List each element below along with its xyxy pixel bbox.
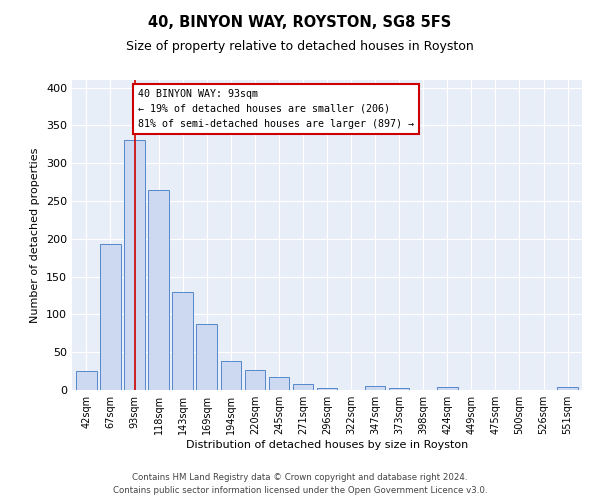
Bar [365,386,385,390]
Bar [269,377,289,390]
Text: Size of property relative to detached houses in Royston: Size of property relative to detached ho… [126,40,474,53]
Bar [221,360,241,390]
Bar [196,324,217,390]
Text: Contains HM Land Registry data © Crown copyright and database right 2024.: Contains HM Land Registry data © Crown c… [132,474,468,482]
Bar [437,387,458,390]
Bar [76,371,97,390]
Bar [389,388,409,390]
Bar [293,384,313,390]
Text: Contains public sector information licensed under the Open Government Licence v3: Contains public sector information licen… [113,486,487,495]
Bar [245,370,265,390]
Bar [317,388,337,390]
Bar [100,244,121,390]
Bar [172,292,193,390]
Y-axis label: Number of detached properties: Number of detached properties [31,148,40,322]
Bar [124,140,145,390]
X-axis label: Distribution of detached houses by size in Royston: Distribution of detached houses by size … [186,440,468,450]
Text: 40, BINYON WAY, ROYSTON, SG8 5FS: 40, BINYON WAY, ROYSTON, SG8 5FS [148,15,452,30]
Bar [557,387,578,390]
Text: 40 BINYON WAY: 93sqm
← 19% of detached houses are smaller (206)
81% of semi-deta: 40 BINYON WAY: 93sqm ← 19% of detached h… [138,89,414,128]
Bar [148,190,169,390]
